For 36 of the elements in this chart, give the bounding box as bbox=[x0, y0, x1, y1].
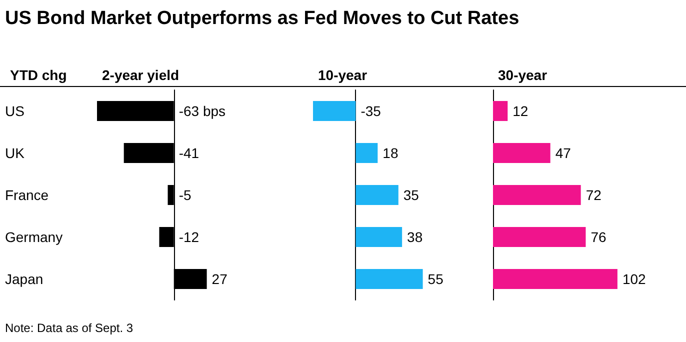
bar bbox=[493, 185, 581, 205]
data-label: 18 bbox=[382, 145, 398, 161]
data-label: -63 bps bbox=[178, 103, 226, 119]
bar bbox=[493, 269, 618, 289]
bar bbox=[493, 227, 586, 247]
x-axis-title: 30-year bbox=[498, 67, 548, 83]
data-label: 12 bbox=[512, 103, 528, 119]
y-axis-title: YTD chg bbox=[10, 67, 67, 83]
y-tick-label: US bbox=[5, 103, 24, 119]
y-tick-label: Germany bbox=[5, 229, 63, 245]
bar bbox=[313, 101, 356, 121]
bar bbox=[356, 143, 378, 163]
bar bbox=[356, 269, 423, 289]
bar bbox=[493, 143, 550, 163]
data-label: 102 bbox=[622, 271, 646, 287]
x-axis-title: 10-year bbox=[318, 67, 368, 83]
data-label: 27 bbox=[212, 271, 228, 287]
data-label: -5 bbox=[178, 187, 192, 203]
bar bbox=[356, 227, 402, 247]
y-tick-label: UK bbox=[5, 145, 26, 161]
bar bbox=[356, 185, 398, 205]
data-label: 47 bbox=[555, 145, 572, 161]
data-label: -12 bbox=[178, 229, 200, 245]
data-label: 38 bbox=[407, 229, 423, 245]
data-label: 72 bbox=[586, 187, 602, 203]
text: Note: Data as of Sept. 3 bbox=[5, 320, 134, 336]
x-axis-title: 2-year yield bbox=[102, 67, 180, 83]
data-label: 76 bbox=[590, 229, 607, 245]
data-label: 35 bbox=[403, 187, 420, 203]
data-label: 55 bbox=[428, 271, 444, 287]
bar bbox=[493, 101, 508, 121]
text: US Bond Market Outperforms as Fed Moves to Cut Rates bbox=[5, 8, 520, 30]
data-label: -41 bbox=[178, 145, 200, 161]
data-label: -35 bbox=[360, 103, 382, 119]
y-tick-label: Japan bbox=[5, 271, 44, 287]
y-tick-label: France bbox=[5, 187, 49, 203]
